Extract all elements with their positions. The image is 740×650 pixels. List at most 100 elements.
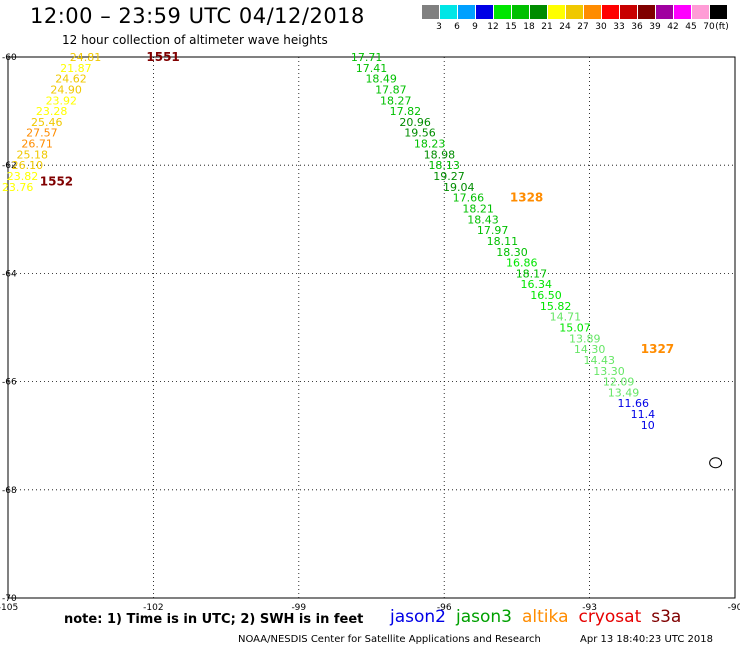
swh-value: 18.11 bbox=[487, 235, 519, 248]
legend-label: 36 bbox=[631, 22, 643, 32]
swh-value: 24.90 bbox=[50, 83, 82, 96]
swh-value: 26.10 bbox=[12, 159, 44, 172]
map-subtitle: 12 hour collection of altimeter wave hei… bbox=[62, 33, 328, 47]
swh-value: 25.18 bbox=[16, 148, 48, 161]
legend-label: 18 bbox=[523, 22, 535, 32]
legend-label: 24 bbox=[559, 22, 571, 32]
legend-label: 33 bbox=[613, 22, 625, 32]
map-title: 12:00 – 23:59 UTC 04/12/2018 bbox=[30, 4, 365, 28]
pass-number-label: 1327 bbox=[641, 342, 674, 356]
lon-tick-label: -96 bbox=[437, 603, 452, 613]
swh-value: 25.46 bbox=[31, 116, 63, 129]
lon-tick-label: -102 bbox=[143, 603, 163, 613]
swh-value: 19.04 bbox=[443, 181, 475, 194]
swh-value: 26.71 bbox=[21, 138, 53, 151]
legend-label: 12 bbox=[487, 22, 499, 32]
swh-value: 14.71 bbox=[550, 311, 582, 324]
legend-unit: (ft) bbox=[715, 22, 729, 32]
swh-value: 14.30 bbox=[574, 343, 606, 356]
lat-tick-label: -66 bbox=[2, 378, 17, 388]
legend-swatch bbox=[602, 5, 619, 19]
legend-label: 39 bbox=[649, 22, 661, 32]
swh-value: 17.87 bbox=[375, 83, 407, 96]
satellite-name: s3a bbox=[651, 607, 682, 627]
legend-swatch bbox=[476, 5, 493, 19]
swh-value: 18.17 bbox=[516, 267, 548, 280]
legend-label: 15 bbox=[505, 22, 517, 32]
lon-tick-label: -99 bbox=[291, 603, 306, 613]
swh-value: 11.66 bbox=[617, 397, 649, 410]
legend-swatch bbox=[620, 5, 637, 19]
legend-swatch bbox=[548, 5, 565, 19]
legend-label: 70 bbox=[703, 22, 715, 32]
footnote: note: 1) Time is in UTC; 2) SWH is in fe… bbox=[64, 612, 364, 627]
swh-value: 16.34 bbox=[521, 278, 553, 291]
swh-value: 23.92 bbox=[46, 94, 78, 107]
swh-value: 17.71 bbox=[351, 51, 383, 64]
swh-value: 18.23 bbox=[414, 138, 446, 151]
swh-value: 11.4 bbox=[631, 408, 656, 421]
map-frame bbox=[7, 56, 736, 599]
legend-swatch bbox=[512, 5, 529, 19]
pass-number-label: 1552 bbox=[40, 174, 73, 188]
satellite-name: altika bbox=[522, 607, 569, 627]
swh-value: 18.27 bbox=[380, 94, 412, 107]
swh-value: 24.62 bbox=[55, 73, 87, 86]
legend-swatch bbox=[566, 5, 583, 19]
legend-swatch bbox=[674, 5, 691, 19]
lat-tick-label: -64 bbox=[2, 269, 17, 279]
legend-swatch bbox=[530, 5, 547, 19]
legend-swatch bbox=[656, 5, 673, 19]
satellite-name: jason2 bbox=[390, 607, 446, 627]
swh-value: 19.27 bbox=[433, 170, 465, 183]
legend-swatch bbox=[494, 5, 511, 19]
satellite-name: cryosat bbox=[578, 607, 642, 627]
lon-tick-label: -90 bbox=[728, 603, 740, 613]
swh-value: 15.07 bbox=[559, 322, 591, 335]
legend-label: 45 bbox=[685, 22, 697, 32]
legend-swatch bbox=[440, 5, 457, 19]
legend-label: 30 bbox=[595, 22, 607, 32]
swh-value: 19.56 bbox=[404, 127, 436, 140]
swh-value: 12.09 bbox=[603, 376, 635, 389]
swh-value: 27.57 bbox=[26, 127, 58, 140]
swh-value: 23.76 bbox=[2, 181, 34, 194]
lon-tick-label: -93 bbox=[582, 603, 597, 613]
swh-value: 24.81 bbox=[70, 51, 102, 64]
legend-label: 6 bbox=[454, 22, 460, 32]
legend-label: 27 bbox=[577, 22, 589, 32]
swh-value: 18.13 bbox=[428, 159, 460, 172]
swh-value: 13.49 bbox=[608, 386, 640, 399]
satellite-name: jason3 bbox=[456, 607, 512, 627]
legend-label: 21 bbox=[541, 22, 553, 32]
pass-number-label: 1328 bbox=[510, 191, 543, 205]
lat-tick-label: -68 bbox=[2, 486, 17, 496]
swh-value: 13.30 bbox=[593, 365, 625, 378]
legend-swatch bbox=[422, 5, 439, 19]
legend-swatch bbox=[638, 5, 655, 19]
swh-value: 20.96 bbox=[399, 116, 431, 129]
lat-tick-label: -70 bbox=[2, 594, 17, 604]
pass-number-label: 1551 bbox=[146, 50, 179, 64]
satellite-key: jason2 jason3 altika cryosat s3a bbox=[390, 607, 691, 627]
swh-value: 17.41 bbox=[356, 62, 388, 75]
swh-value: 16.50 bbox=[530, 289, 562, 302]
legend-label: 3 bbox=[436, 22, 442, 32]
legend-swatch bbox=[692, 5, 709, 19]
legend-swatch bbox=[710, 5, 727, 19]
lat-tick-label: -60 bbox=[2, 53, 17, 63]
swh-value: 23.82 bbox=[7, 170, 39, 183]
swh-value: 18.21 bbox=[462, 202, 494, 215]
swh-value: 21.87 bbox=[60, 62, 92, 75]
swh-value: 15.82 bbox=[540, 300, 572, 313]
legend-swatch bbox=[584, 5, 601, 19]
swh-value: 17.66 bbox=[453, 192, 485, 205]
swh-value: 23.28 bbox=[36, 105, 68, 118]
swh-value: 10 bbox=[641, 419, 655, 432]
lon-tick-label: -105 bbox=[0, 603, 18, 613]
generated-timestamp: Apr 13 18:40:23 UTC 2018 bbox=[580, 634, 713, 645]
swh-value: 17.82 bbox=[390, 105, 422, 118]
swh-value: 18.30 bbox=[496, 246, 528, 259]
island-outline bbox=[709, 457, 723, 469]
